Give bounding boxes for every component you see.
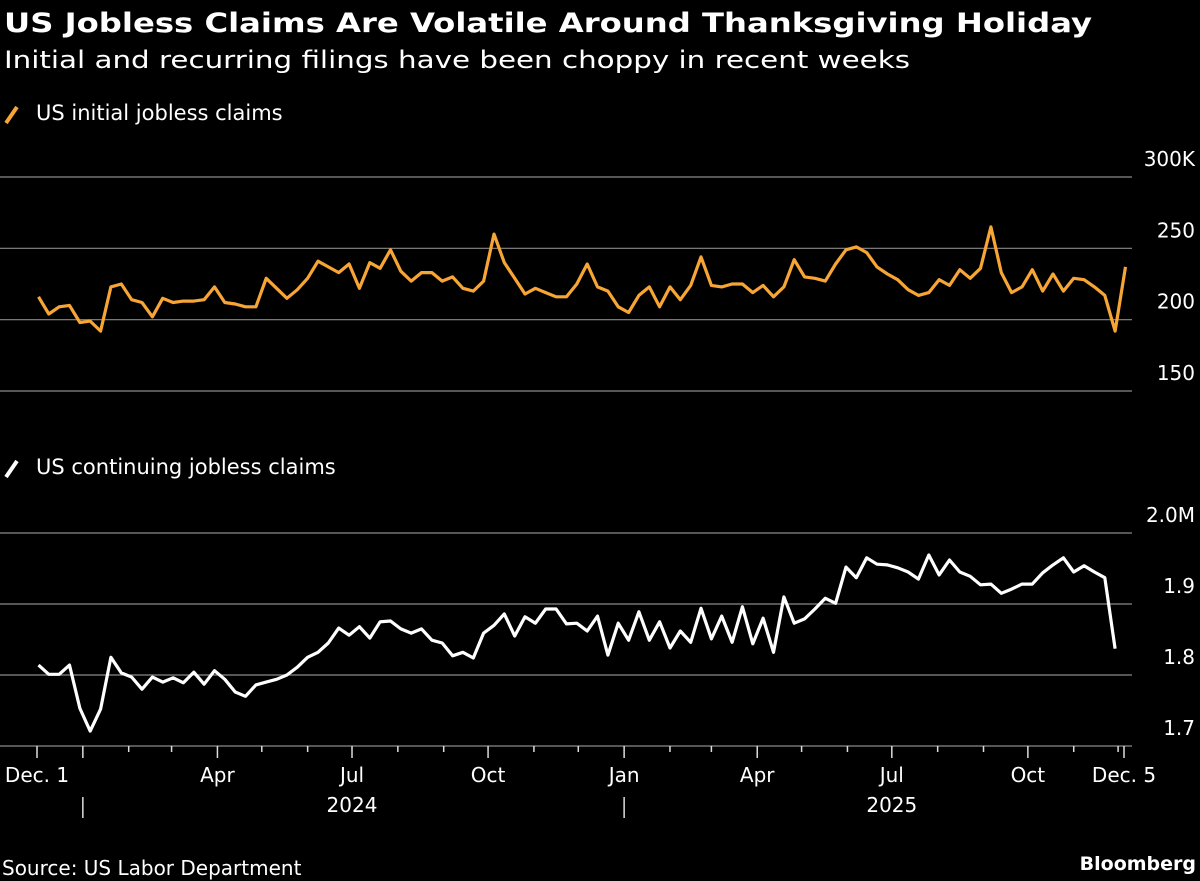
initial-claims-line	[37, 225, 1128, 333]
y-tick-label: 150	[1157, 361, 1195, 385]
x-tick-label: Dec. 5	[1092, 763, 1156, 787]
x-tick-label: Jan	[607, 763, 640, 787]
year-label: 2025	[866, 793, 917, 817]
y-tick-label: 1.9	[1163, 574, 1195, 598]
x-tick-label: Jul	[338, 763, 364, 787]
legend-continuing-label: US continuing jobless claims	[36, 455, 336, 479]
y-tick-label: 200	[1157, 290, 1195, 314]
x-tick-label: Oct	[471, 763, 506, 787]
continuing-claims-line	[37, 553, 1117, 733]
chart-subtitle: Initial and recurring filings have been …	[4, 46, 910, 74]
x-tick-label: Apr	[740, 763, 775, 787]
bloomberg-logo: Bloomberg	[1080, 853, 1196, 875]
chart-title: US Jobless Claims Are Volatile Around Th…	[4, 8, 1092, 39]
y-tick-label: 2.0M	[1146, 503, 1195, 527]
source-note: Source: US Labor Department	[2, 856, 302, 880]
y-tick-label: 1.7	[1163, 716, 1195, 740]
y-tick-label: 1.8	[1163, 645, 1195, 669]
legend-initial-label: US initial jobless claims	[36, 101, 283, 125]
year-label: 2024	[327, 793, 378, 817]
legend-continuing-swatch-icon	[4, 459, 19, 479]
legend-initial-swatch-icon	[4, 105, 19, 125]
x-tick-label: Apr	[200, 763, 235, 787]
x-tick-label: Oct	[1011, 763, 1046, 787]
x-tick-label: Jul	[878, 763, 904, 787]
y-tick-label: 300K	[1144, 147, 1196, 171]
y-tick-label: 250	[1157, 218, 1195, 242]
x-tick-label: Dec. 1	[5, 763, 69, 787]
